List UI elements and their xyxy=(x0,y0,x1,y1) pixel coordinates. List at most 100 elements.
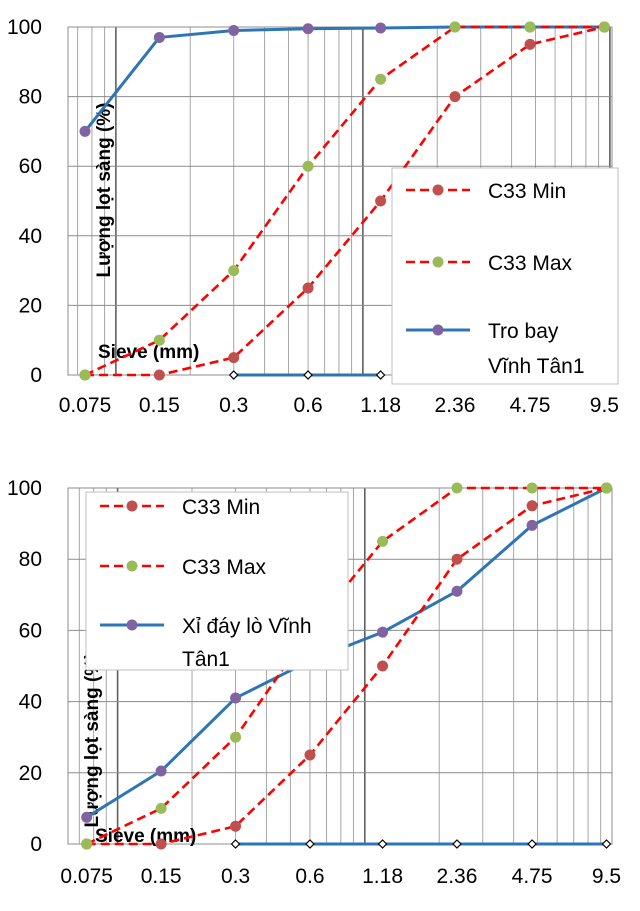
chart2-series-line-c33-max xyxy=(86,486,607,846)
chart2-y-tick-label: 60 xyxy=(19,619,42,642)
chart1-data-point xyxy=(303,370,313,380)
chart2-data-point xyxy=(377,660,389,672)
chart2-y-tick-label: 40 xyxy=(19,691,42,714)
chart2-y-tick-label: 20 xyxy=(19,762,42,785)
chart1-legend-swatch-marker xyxy=(432,324,444,336)
chart1-data-point xyxy=(375,195,387,207)
chart2-x-tick-label: 0.15 xyxy=(141,865,182,888)
chart2-data-point xyxy=(377,839,388,849)
chart2-data-point xyxy=(304,749,316,761)
chart1-y-tick-label: 20 xyxy=(19,294,42,317)
chart2-data-point xyxy=(527,839,537,849)
chart2-data-point xyxy=(526,500,538,512)
chart1-data-point xyxy=(228,352,240,364)
chart1-x-tick-label: 0.15 xyxy=(139,394,180,417)
chart1-data-point xyxy=(228,24,240,36)
chart2-legend-swatch-marker xyxy=(126,500,138,512)
chart1-x-tick-label: 0.075 xyxy=(59,394,112,417)
chart1-data-point xyxy=(524,38,536,50)
chart2-data-point xyxy=(230,692,242,704)
chart-bottom-ash: 0 20 40 60 80 100 0.075 0.15 0.3 0.6 1.18 2.36 4.75 9… xyxy=(7,477,621,888)
chart2-data-point xyxy=(305,839,315,849)
chart2-x-tick-label: 1.18 xyxy=(362,865,403,888)
chart1-y-tick-label: 80 xyxy=(19,86,42,109)
chart1-y-axis-title: Lượng lọt sàng (%) xyxy=(94,102,115,277)
chart1-data-point xyxy=(598,21,610,33)
chart1-legend-swatch-marker xyxy=(432,256,444,268)
chart2-y-tick-label: 100 xyxy=(7,477,42,500)
chart1-legend-label: Tro bay xyxy=(488,320,559,343)
chart1-data-point xyxy=(79,125,91,137)
chart1-data-point xyxy=(228,265,240,277)
chart1-series-line-c33-min xyxy=(85,25,605,377)
chart1-data-point xyxy=(153,334,165,346)
chart1-x-tick-label: 0.3 xyxy=(219,394,248,417)
chart2-y-tick-label: 0 xyxy=(30,833,42,856)
chart1-data-point xyxy=(449,21,461,33)
chart2-data-point xyxy=(601,839,612,849)
chart1-x-tick-label: 4.75 xyxy=(510,394,551,417)
chart2-data-point xyxy=(81,811,93,823)
chart2-x-tick-label: 0.3 xyxy=(221,865,250,888)
chart1-y-tick-label: 0 xyxy=(30,364,42,387)
chart2-legend-box xyxy=(85,491,349,671)
chart2-x-tick-label: 2.36 xyxy=(437,865,478,888)
chart1-data-point xyxy=(524,21,536,33)
chart2-data-point xyxy=(155,838,167,850)
chart2-data-point xyxy=(600,482,612,494)
chart2-x-tick-label: 0.6 xyxy=(295,865,324,888)
chart1-y-tick-label: 40 xyxy=(19,225,42,248)
chart2-legend-label: Tân1 xyxy=(182,648,230,671)
chart1-legend-label: C33 Max xyxy=(488,252,573,275)
chart1-y-tick-label: 60 xyxy=(19,155,42,178)
chart1-x-tick-label: 1.18 xyxy=(360,394,401,417)
chart2-legend-swatch-marker xyxy=(126,560,138,572)
chart1-series-line-c33-max xyxy=(84,25,605,377)
chart1-x-tick-label: 2.36 xyxy=(435,394,476,417)
chart2-data-point xyxy=(155,802,167,814)
chart1-data-point xyxy=(449,91,461,103)
chart1-data-point xyxy=(228,370,239,380)
chart2-y-axis-title: Lượng lọt sàng (%) xyxy=(82,652,103,827)
chart1-legend-box xyxy=(391,167,619,385)
chart2-data-point xyxy=(377,626,389,638)
chart1-data-point xyxy=(302,282,314,294)
chart1-x-tick-label: 0.6 xyxy=(293,394,322,417)
chart2-data-point xyxy=(230,820,242,832)
chart2-data-point xyxy=(526,482,538,494)
chart2-legend-swatch-marker xyxy=(126,619,138,631)
chart1-data-point xyxy=(302,23,314,35)
chart2-data-point xyxy=(81,838,93,850)
chart1-data-point xyxy=(153,369,165,381)
chart2-x-tick-label: 4.75 xyxy=(512,865,553,888)
chart1-data-point xyxy=(153,31,165,43)
chart2-data-point xyxy=(451,553,463,565)
chart1-legend-label: C33 Min xyxy=(488,180,566,203)
chart2-data-point xyxy=(451,585,463,597)
chart2-x-tick-label: 9.5 xyxy=(592,865,621,888)
chart1-y-tick-label: 100 xyxy=(7,16,42,39)
chart1-legend-swatch-marker xyxy=(432,184,444,196)
chart2-data-point xyxy=(155,765,167,777)
chart2-legend-label: Xỉ đáy lò Vĩnh xyxy=(182,615,312,638)
chart2-legend-label: C33 Max xyxy=(182,556,267,579)
chart2-y-tick-label: 80 xyxy=(19,548,42,571)
chart1-data-point xyxy=(79,369,91,381)
chart2-data-point xyxy=(230,839,241,849)
chart1-x-tick-label: 9.5 xyxy=(590,394,619,417)
chart2-data-point xyxy=(451,482,463,494)
chart1-data-point xyxy=(375,73,387,85)
chart2-legend-label: C33 Min xyxy=(182,496,260,519)
chart1-data-point xyxy=(375,370,386,380)
chart2-x-tick-label: 0.075 xyxy=(60,865,113,888)
chart2-data-point xyxy=(526,519,538,531)
chart1-data-point xyxy=(375,22,387,34)
chart2-data-point xyxy=(452,839,462,849)
chart1-legend-label: Vĩnh Tân1 xyxy=(488,355,585,378)
chart-fly-ash: 0 20 40 60 80 100 0.075 0.15 0.3 0.6 1.18 2.36 4.75 9… xyxy=(7,16,619,417)
chart2-data-point xyxy=(230,731,242,743)
chart2-series-line-c33-min xyxy=(86,486,607,846)
chart1-data-point xyxy=(302,160,314,172)
chart2-data-point xyxy=(377,535,389,547)
